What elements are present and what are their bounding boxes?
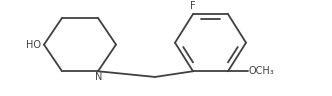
Text: HO: HO (26, 40, 41, 50)
Text: OCH₃: OCH₃ (249, 66, 275, 76)
Text: F: F (190, 1, 196, 11)
Text: N: N (95, 72, 103, 82)
